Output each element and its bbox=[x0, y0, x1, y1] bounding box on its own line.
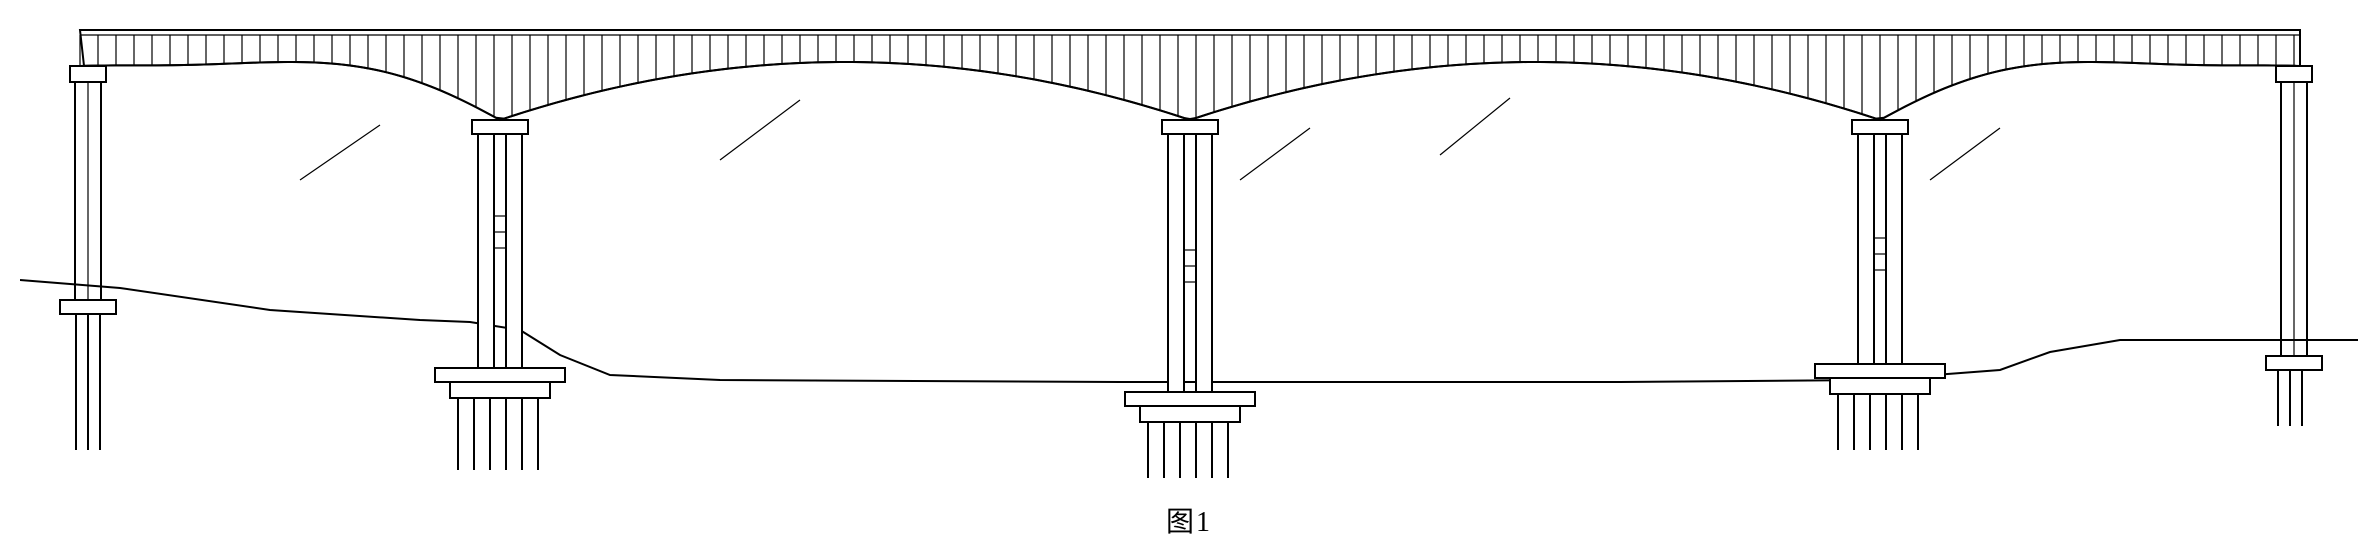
leader-line-5 bbox=[1930, 128, 2000, 180]
abutment-right bbox=[2266, 66, 2322, 426]
leader-line-4 bbox=[1440, 98, 1510, 155]
bridge-elevation-diagram bbox=[20, 20, 2358, 480]
girder-outline bbox=[80, 30, 2300, 120]
figure-container: 图1 bbox=[20, 20, 2358, 540]
figure-caption: 图1 bbox=[20, 500, 2358, 540]
ground-line bbox=[20, 280, 2358, 382]
pier-1 bbox=[435, 120, 565, 470]
leader-line-1 bbox=[300, 125, 380, 180]
pier-2 bbox=[1125, 120, 1255, 478]
abutment-left bbox=[60, 66, 116, 450]
leader-line-2 bbox=[720, 100, 800, 160]
pier-3 bbox=[1815, 120, 1945, 450]
leader-line-3 bbox=[1240, 128, 1310, 180]
